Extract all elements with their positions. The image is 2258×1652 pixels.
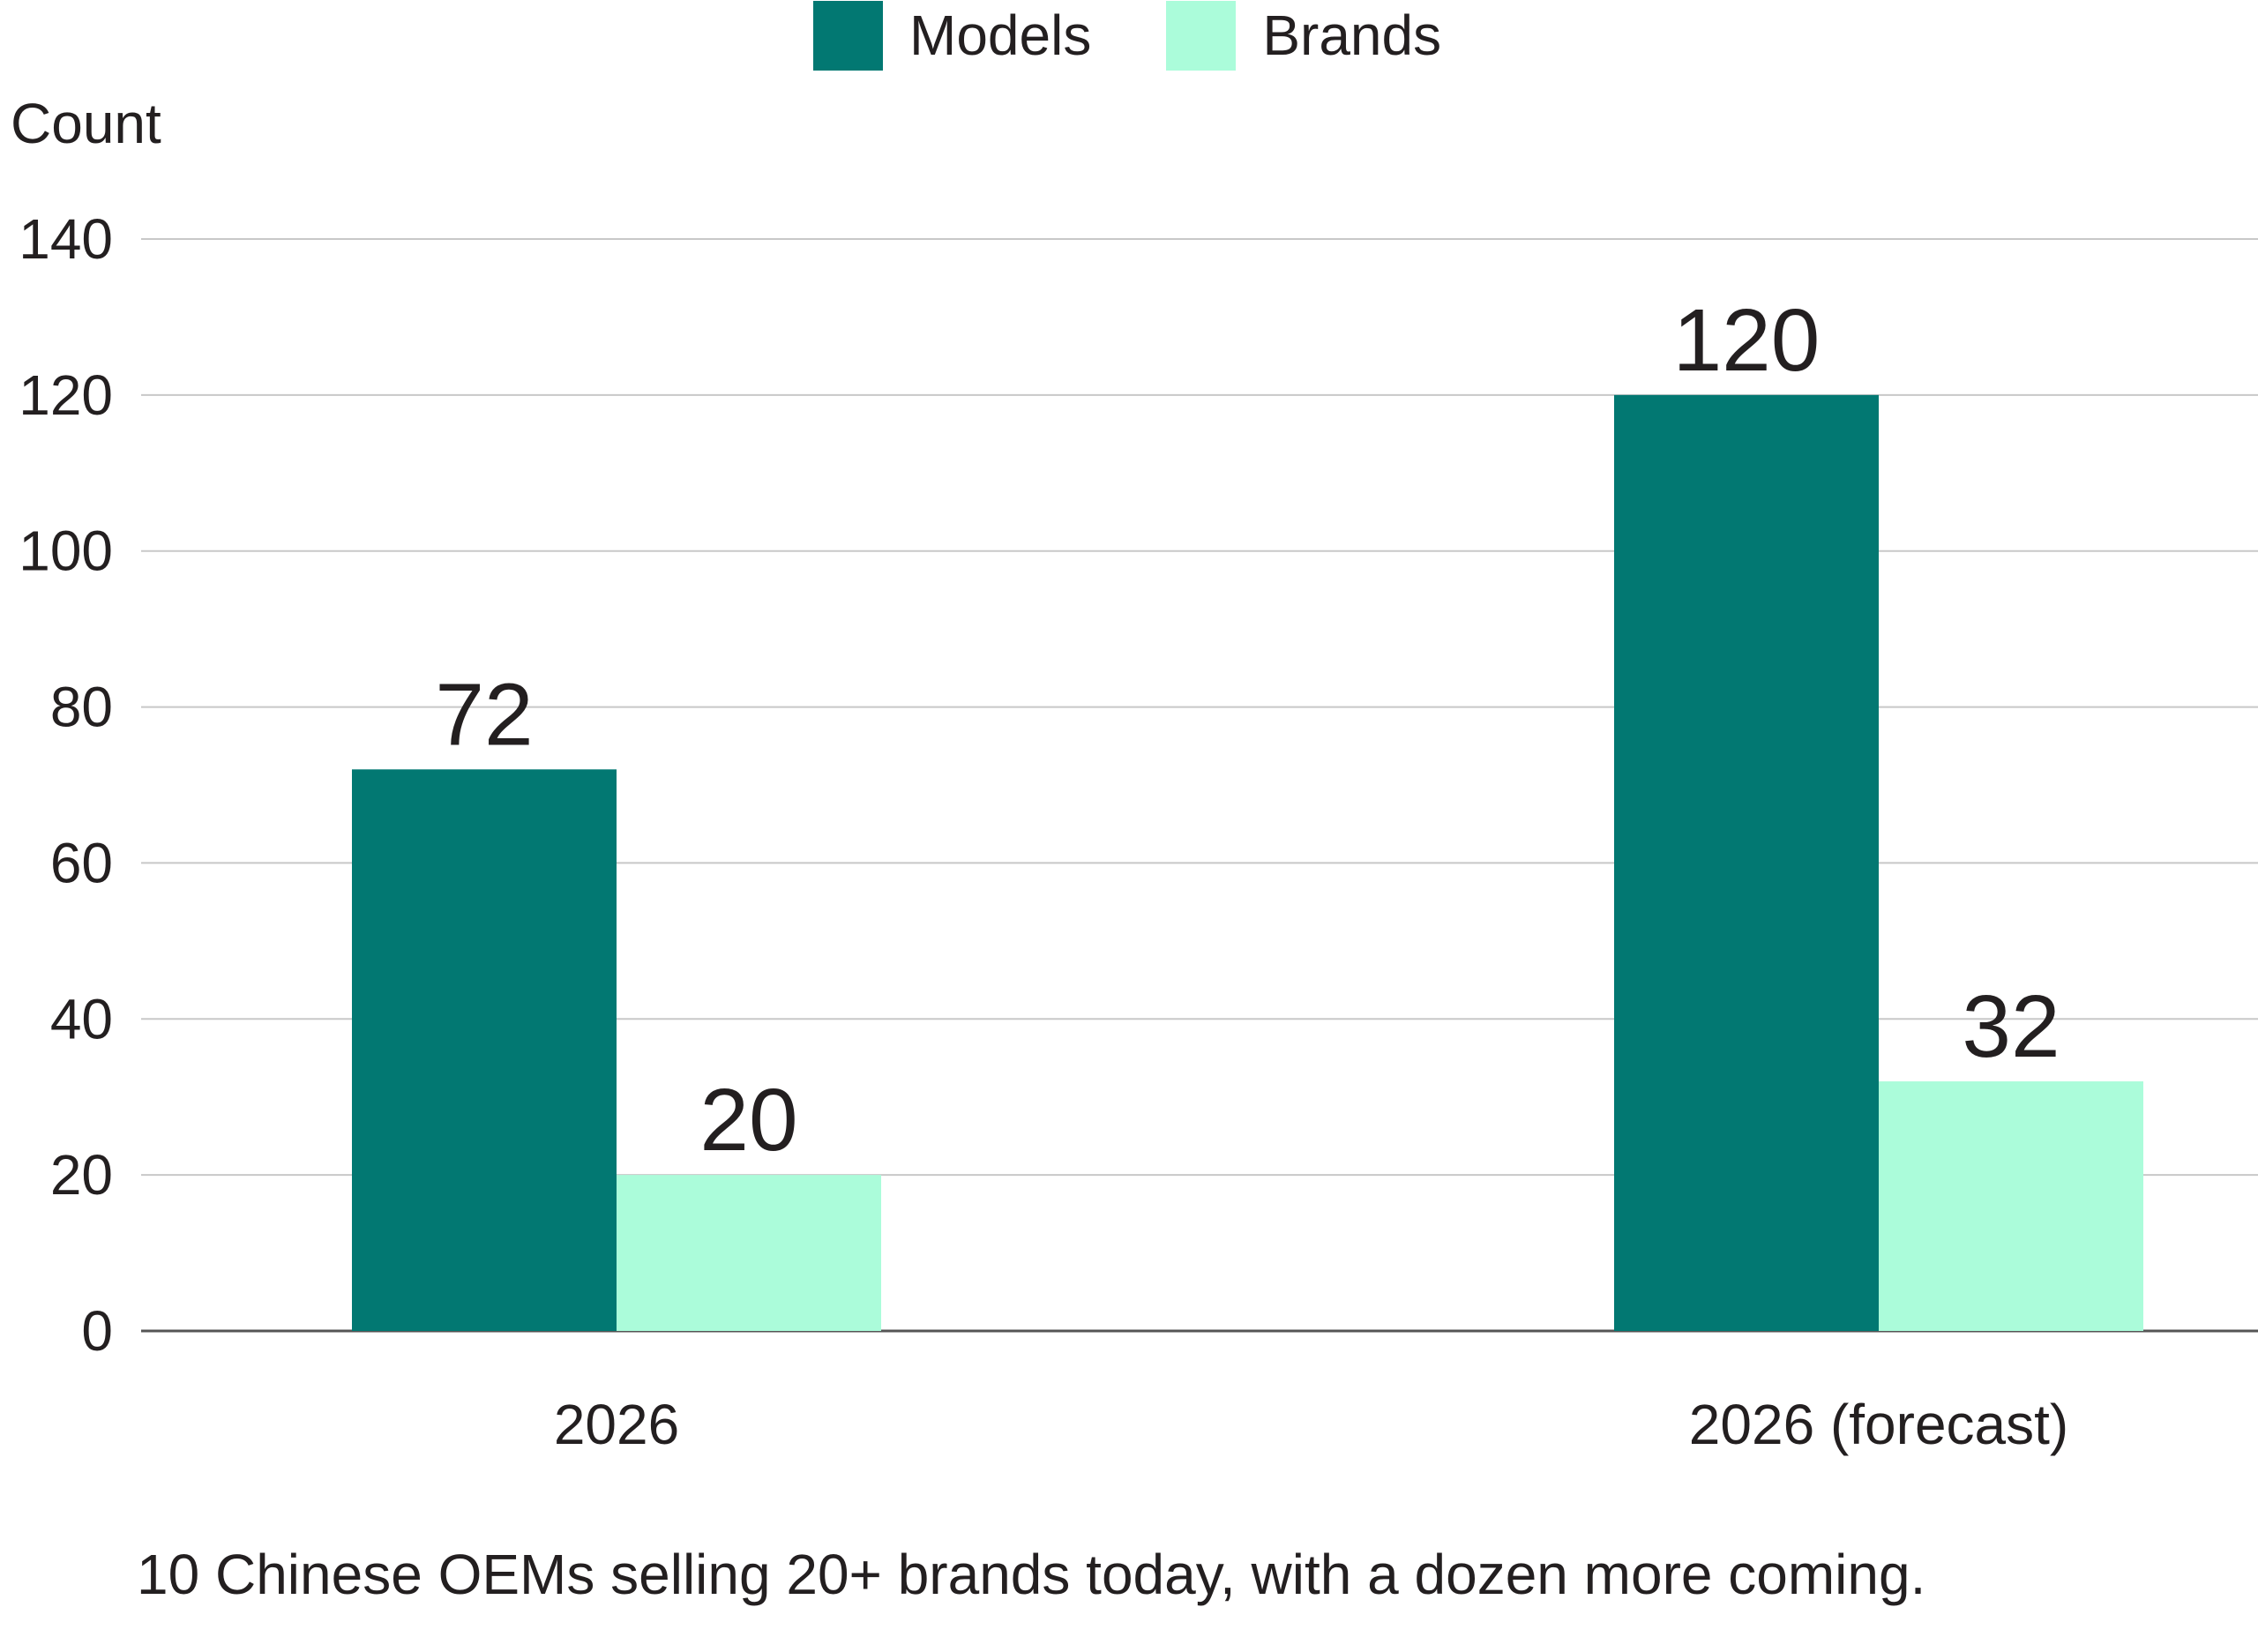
y-axis-title: Count: [11, 92, 161, 155]
legend-label-models: Models: [909, 4, 1092, 67]
legend: Models Brands: [813, 0, 1516, 71]
x-tick-label-1: 2026 (forecast): [1689, 1393, 2068, 1456]
legend-item-brands: Brands: [1166, 0, 1441, 71]
y-tick-label-40: 40: [50, 987, 113, 1050]
bar-models-1: [1614, 394, 1879, 1331]
bar-brands-0: [617, 1175, 881, 1331]
y-tick-label-0: 0: [81, 1299, 113, 1363]
legend-swatch-models: [813, 0, 883, 71]
legend-swatch-brands: [1166, 0, 1237, 71]
legend-item-models: Models: [813, 0, 1091, 71]
data-label-models-0: 72: [435, 665, 533, 764]
data-label-brands-0: 20: [699, 1071, 797, 1170]
y-tick-label-60: 60: [50, 831, 113, 894]
y-tick-label-80: 80: [50, 676, 113, 739]
y-tick-label-100: 100: [19, 520, 113, 583]
bar-models-0: [352, 769, 617, 1331]
y-tick-label-20: 20: [50, 1143, 113, 1207]
legend-label-brands: Brands: [1262, 4, 1442, 67]
x-tick-label-0: 2026: [554, 1393, 679, 1456]
y-tick-label-140: 140: [19, 207, 113, 271]
y-tick-label-120: 120: [19, 363, 113, 427]
chart-caption: 10 Chinese OEMs selling 20+ brands today…: [137, 1543, 1926, 1606]
data-label-models-1: 120: [1673, 291, 1821, 390]
bar-brands-1: [1879, 1081, 2143, 1331]
data-label-brands-1: 32: [1962, 977, 2060, 1076]
